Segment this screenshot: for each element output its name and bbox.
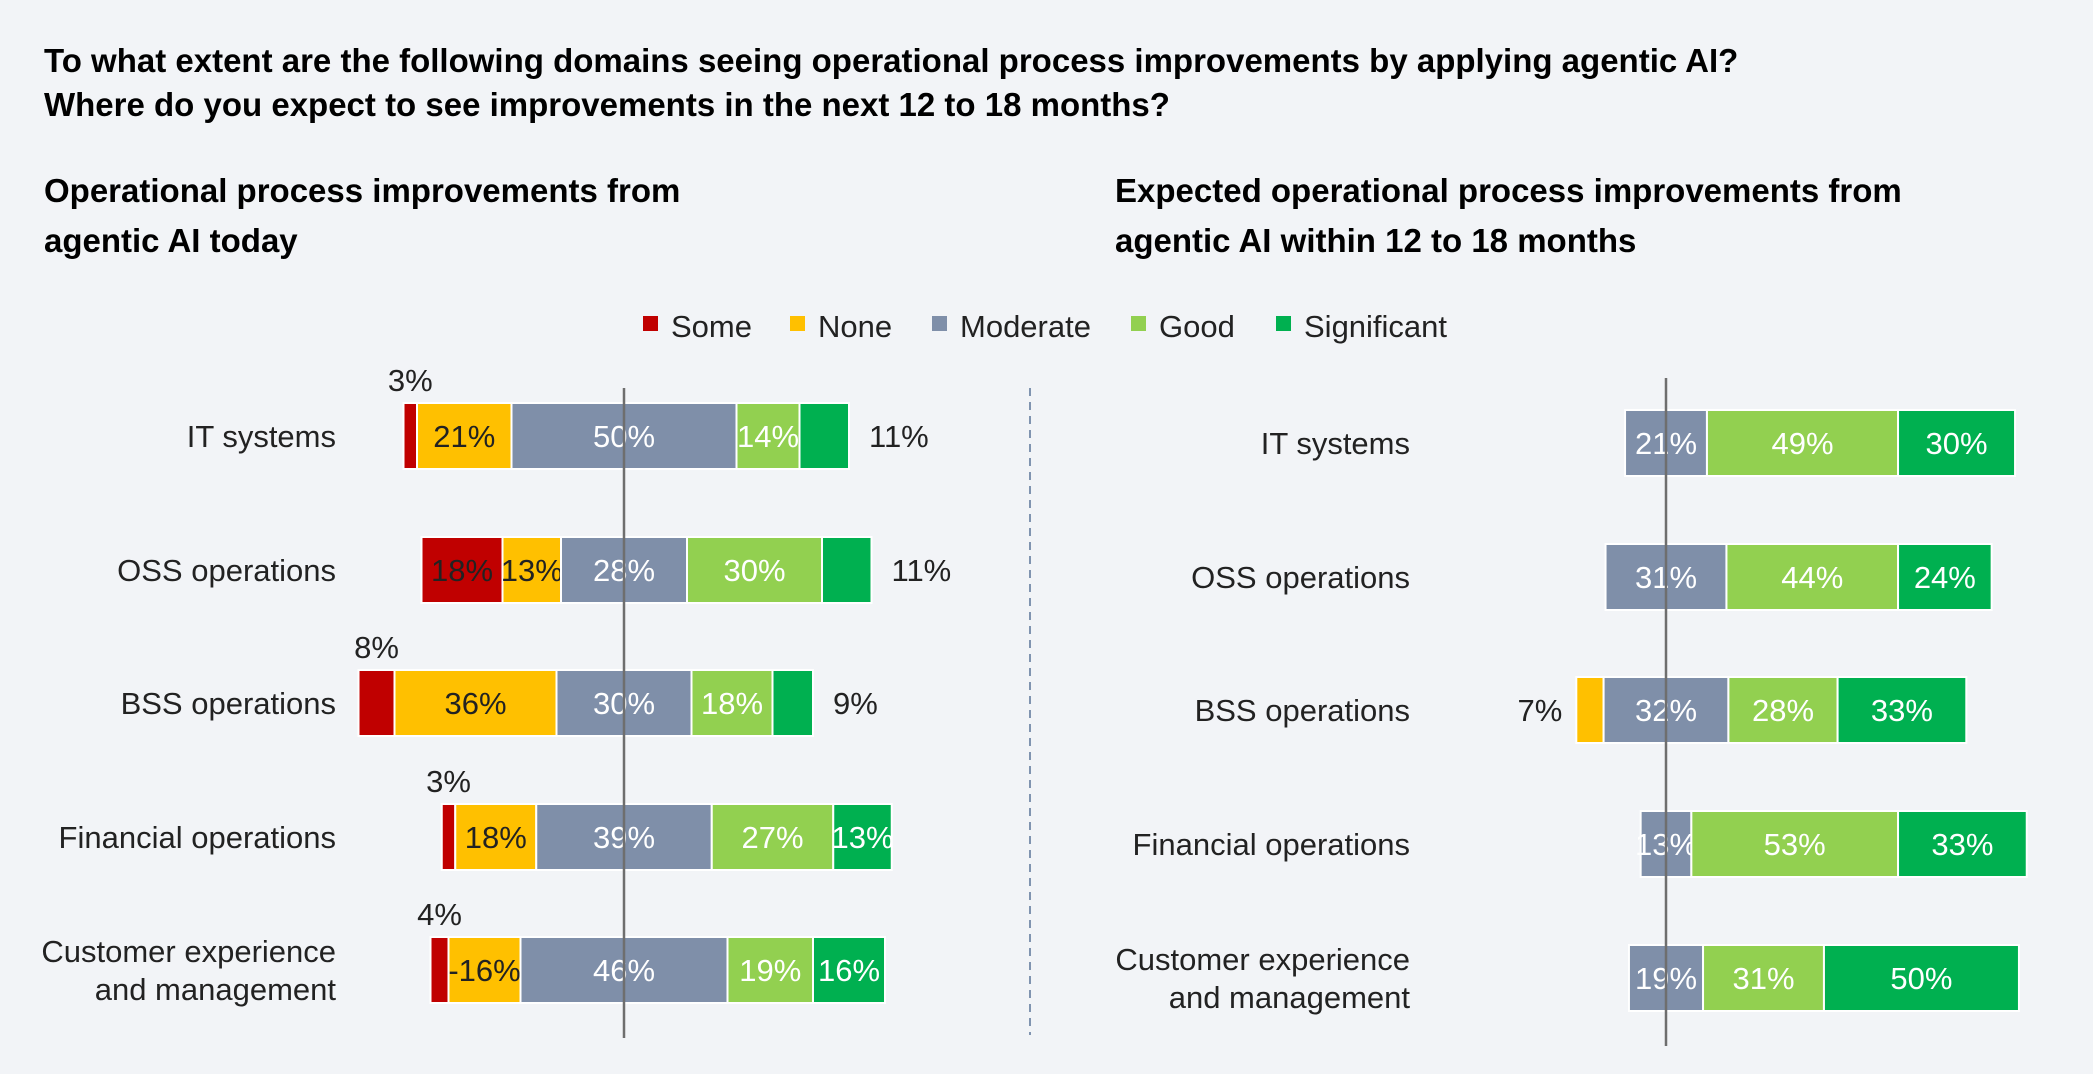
panel-title-line: agentic AI today [44,222,298,259]
legend-swatch-significant [1276,316,1291,331]
bar-good [1702,944,1825,1012]
value-label-significant: 33% [1871,693,1933,728]
category-label: BSS operations [1195,693,1410,728]
value-label-good: 28% [1752,693,1814,728]
value-label-some: 4% [417,897,462,932]
value-label-good: 19% [739,953,801,988]
category-label: Customer experience [41,934,336,969]
legend-swatch-some [643,316,658,331]
legend-label-moderate: Moderate [960,309,1091,344]
bar-good [1725,543,1900,611]
bar-significant [812,936,886,1004]
value-label-significant: 13% [831,820,893,855]
value-label-none: 7% [1517,693,1562,728]
value-label-none: 36% [444,686,506,721]
legend-swatch-moderate [932,316,947,331]
category-label: OSS operations [117,553,336,588]
legend-swatch-good [1131,316,1146,331]
value-label-good: 14% [737,419,799,454]
value-label-significant: 30% [1926,426,1988,461]
main-title-line: To what extent are the following domains… [44,42,1738,79]
bar-some [357,669,396,737]
value-label-significant: 16% [818,953,880,988]
legend-label-none: None [818,309,892,344]
main-title-line: Where do you expect to see improvements … [44,86,1170,123]
bar-good [735,402,801,470]
legend-label-good: Good [1159,309,1235,344]
value-label-good: 18% [701,686,763,721]
bar-some [429,936,450,1004]
legend-label-significant: Significant [1304,309,1447,344]
bar-significant [821,536,873,604]
bar-some [402,402,418,470]
value-label-significant: 50% [1890,961,1952,996]
bar-significant [1836,676,1968,744]
bar-good [726,936,814,1004]
category-label: IT systems [187,419,336,454]
value-label-good: 27% [741,820,803,855]
value-label-some: 8% [354,630,399,665]
value-label-good: 44% [1781,560,1843,595]
legend-swatch-none [790,316,805,331]
value-label-good: 53% [1764,827,1826,862]
bar-significant [771,669,814,737]
value-label-good: 49% [1771,426,1833,461]
category-label: and management [95,972,337,1007]
value-label-none: -16% [448,953,520,988]
panel-title-line: agentic AI within 12 to 18 months [1115,222,1636,259]
bar-none [1575,676,1605,744]
value-label-none: 18% [465,820,527,855]
value-label-none: 21% [433,419,495,454]
bar-significant [798,402,850,470]
value-label-significant: 11% [892,553,952,588]
value-label-some: 3% [426,764,471,799]
category-label: IT systems [1261,426,1410,461]
value-label-significant: 33% [1931,827,1993,862]
category-label: and management [1169,980,1411,1015]
panel-title-line: Expected operational process improvement… [1115,172,1902,209]
bar-significant [1822,944,2020,1012]
value-label-some: 18% [431,553,493,588]
value-label-significant: 24% [1914,560,1976,595]
category-label: Financial operations [1133,827,1410,862]
bar-good [1690,810,1900,878]
bar-none [393,669,558,737]
bar-some [440,803,457,871]
panel-title-line: Operational process improvements from [44,172,680,209]
category-label: Customer experience [1115,942,1410,977]
value-label-significant: 11% [869,419,929,454]
category-label: Financial operations [59,820,336,855]
legend-label-some: Some [671,309,752,344]
bar-good [1705,409,1900,477]
bar-none [416,402,513,470]
value-label-good: 30% [723,553,785,588]
value-label-significant: 9% [833,686,878,721]
value-label-some: 3% [388,363,433,398]
bar-significant [1897,543,1993,611]
bar-none [454,803,538,871]
bar-significant [1897,810,2028,878]
bar-significant [1897,409,2017,477]
value-label-none: 13% [501,553,563,588]
bar-significant [832,803,893,871]
value-label-good: 31% [1732,961,1794,996]
category-label: BSS operations [121,686,336,721]
bar-good [686,536,823,604]
category-label: OSS operations [1191,560,1410,595]
